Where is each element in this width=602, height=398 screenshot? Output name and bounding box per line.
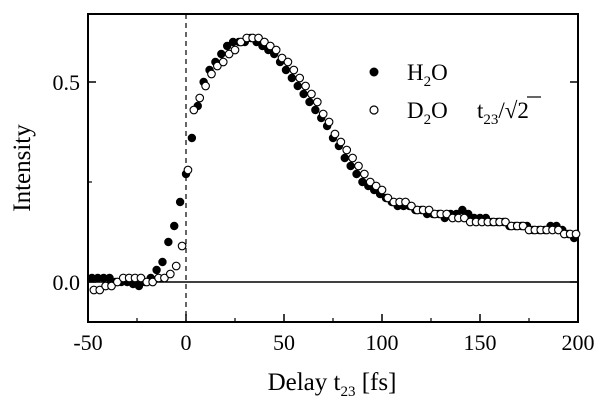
h2o-point [288, 74, 296, 82]
x-axis-title: Delay t23 [fs] [268, 369, 397, 398]
d2o-point [167, 270, 175, 278]
d2o-point [308, 90, 316, 98]
d2o-point [290, 66, 298, 74]
x-tick-label: -50 [73, 330, 102, 355]
d2o-point [202, 82, 210, 90]
d2o-point [190, 106, 198, 114]
d2o-point [343, 146, 351, 154]
d2o-point [331, 130, 339, 138]
x-tick-label: 0 [181, 330, 192, 355]
d2o-point [314, 98, 322, 106]
x-tick-label: 150 [464, 330, 497, 355]
x-tick-label: 100 [366, 330, 399, 355]
d2o-point [378, 186, 386, 194]
h2o-point [311, 106, 319, 114]
legend-marker-d2o [370, 106, 378, 114]
y-tick-label: 0.5 [53, 70, 81, 95]
h2o-point [164, 238, 172, 246]
h2o-point [152, 266, 160, 274]
d2o-point [319, 110, 327, 118]
d2o-point [337, 138, 345, 146]
d2o-point [572, 230, 580, 238]
x-axis-ticks: -50 0 50 100 150 200 [73, 314, 594, 355]
h2o-point [294, 82, 302, 90]
data-points [88, 34, 580, 294]
h2o-point [217, 50, 225, 58]
y-tick-label: 0.0 [53, 270, 81, 295]
legend-scaling-note: t23/√2 [477, 98, 529, 128]
d2o-point [272, 46, 280, 54]
legend-label-h2o: H2O [407, 60, 448, 90]
d2o-point [355, 162, 363, 170]
d2o-point [196, 94, 204, 102]
h2o-point [346, 162, 354, 170]
h2o-point [299, 90, 307, 98]
h2o-point [170, 222, 178, 230]
h2o-point [188, 134, 196, 142]
legend-marker-h2o [370, 68, 379, 77]
y-axis-title: Intensity [9, 124, 36, 212]
h2o-point [282, 66, 290, 74]
h2o-point [352, 170, 360, 178]
d2o-point [178, 242, 186, 250]
d2o-point [208, 70, 216, 78]
d2o-point [184, 166, 192, 174]
d2o-point [172, 262, 180, 270]
h2o-point [158, 258, 166, 266]
d2o-point [302, 82, 310, 90]
d2o-point [361, 170, 369, 178]
d2o-point [284, 58, 292, 66]
h2o-point [305, 98, 313, 106]
d2o-point [219, 58, 227, 66]
d2o-point [231, 46, 239, 54]
d2o-point [296, 74, 304, 82]
legend-label-d2o: D2O [407, 98, 448, 128]
x-tick-label: 200 [562, 330, 595, 355]
x-tick-label: 50 [273, 330, 295, 355]
d2o-point [325, 118, 333, 126]
h2o-point [176, 198, 184, 206]
h2o-point [341, 154, 349, 162]
legend: H2O D2O t23/√2 [370, 60, 542, 128]
d2o-point [349, 154, 357, 162]
